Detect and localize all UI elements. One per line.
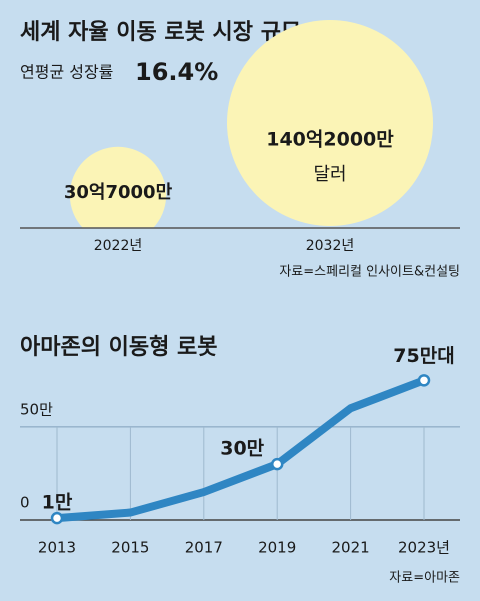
growth-rate: 16.4% — [135, 58, 218, 86]
source: 자료=스페리컬 인사이트&컨설팅 — [279, 265, 460, 280]
point-marker — [50, 511, 64, 525]
y-tick-label: 50만 — [20, 400, 53, 418]
x-tick-label: 2021 — [332, 539, 370, 557]
subtitle: 연평균 성장률 — [20, 63, 113, 82]
x-tick-label: 2022년 — [94, 238, 143, 254]
x-tick-label: 2017 — [185, 539, 223, 557]
x-tick-label: 2019 — [258, 539, 296, 557]
source: 자료=아마존 — [389, 571, 460, 586]
chart-title: 세계 자율 이동 로봇 시장 규모 — [20, 20, 301, 45]
value-label: 30만 — [220, 438, 264, 460]
x-tick-label: 2023년 — [398, 539, 450, 557]
bubbles — [69, 20, 433, 228]
unit-label: 달러 — [313, 164, 346, 185]
point-marker — [270, 457, 284, 471]
value-label: 140억2000만 — [266, 129, 394, 151]
x-tick-label: 2015 — [111, 539, 149, 557]
bubble — [227, 20, 433, 226]
x-tick-label: 2032년 — [306, 238, 355, 254]
chart-title: 아마존의 이동형 로봇 — [20, 335, 217, 360]
bubble — [69, 146, 167, 228]
y-tick-label: 0 — [20, 494, 30, 512]
value-label: 1만 — [42, 492, 73, 514]
line-chart: 0 50만 2013 2015 2017 2019 2021 2023년 1만 30만 75만대 — [20, 345, 460, 557]
value-label: 75만대 — [393, 345, 454, 367]
value-label: 30억7000만 — [64, 182, 173, 203]
x-tick-label: 2013 — [38, 539, 76, 557]
point-marker — [417, 374, 431, 387]
line — [53, 376, 428, 523]
